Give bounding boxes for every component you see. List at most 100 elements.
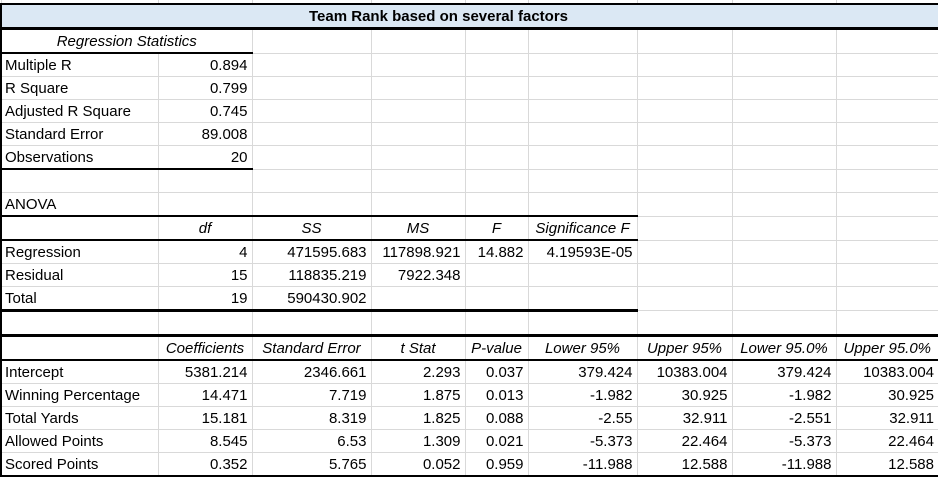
empty-cell[interactable] <box>835 122 938 146</box>
empty-cell[interactable] <box>464 286 529 312</box>
coef-cell[interactable]: 379.424 <box>527 359 638 384</box>
empty-cell[interactable] <box>370 122 466 146</box>
empty-cell[interactable] <box>636 99 733 123</box>
coef-row-label[interactable]: Winning Percentage <box>0 383 159 407</box>
empty-cell[interactable] <box>835 76 938 100</box>
empty-cell[interactable] <box>636 310 733 336</box>
empty-cell[interactable] <box>636 168 733 193</box>
coef-cell[interactable]: 5.765 <box>251 452 372 477</box>
coef-cell[interactable]: 15.181 <box>157 406 253 430</box>
empty-cell[interactable] <box>731 286 837 311</box>
empty-cell[interactable] <box>835 145 938 170</box>
anova-cell-ms[interactable]: 7922.348 <box>370 263 466 287</box>
empty-cell[interactable] <box>527 263 638 287</box>
empty-cell[interactable] <box>157 192 253 217</box>
anova-header-ms[interactable]: MS <box>370 215 466 241</box>
anova-cell-df[interactable]: 19 <box>157 286 253 312</box>
empty-cell[interactable] <box>0 168 159 193</box>
empty-cell[interactable] <box>636 239 733 264</box>
empty-cell[interactable] <box>464 263 529 287</box>
empty-cell[interactable] <box>251 28 372 54</box>
empty-cell[interactable] <box>464 192 529 217</box>
empty-cell[interactable] <box>464 52 529 77</box>
coef-cell[interactable]: 0.352 <box>157 452 253 477</box>
empty-cell[interactable] <box>0 310 159 336</box>
anova-cell-ss[interactable]: 118835.219 <box>251 263 372 287</box>
empty-cell[interactable] <box>251 52 372 77</box>
coef-header-standard-error[interactable]: Standard Error <box>251 334 372 361</box>
empty-cell[interactable] <box>636 215 733 241</box>
stat-label[interactable]: Observations <box>0 145 159 170</box>
empty-cell[interactable] <box>370 76 466 100</box>
coef-header-coefficients[interactable]: Coefficients <box>157 334 253 361</box>
empty-cell[interactable] <box>636 286 733 311</box>
anova-header-f[interactable]: F <box>464 215 529 241</box>
coef-cell[interactable]: 32.911 <box>636 406 733 430</box>
empty-cell[interactable] <box>0 334 159 361</box>
coef-cell[interactable]: 12.588 <box>835 452 938 477</box>
empty-cell[interactable] <box>636 76 733 100</box>
empty-cell[interactable] <box>251 310 372 336</box>
empty-cell[interactable] <box>731 168 837 193</box>
empty-cell[interactable] <box>731 99 837 123</box>
coef-cell[interactable]: 0.088 <box>464 406 529 430</box>
coef-row-label[interactable]: Scored Points <box>0 452 159 477</box>
anova-header-ss[interactable]: SS <box>251 215 372 241</box>
coef-header-lower-95-0[interactable]: Lower 95.0% <box>731 334 837 361</box>
coef-cell[interactable]: 30.925 <box>835 383 938 407</box>
coef-cell[interactable]: 10383.004 <box>835 359 938 384</box>
coef-cell[interactable]: -2.551 <box>731 406 837 430</box>
anova-row-label[interactable]: Residual <box>0 263 159 287</box>
empty-cell[interactable] <box>527 192 638 217</box>
anova-header-df[interactable]: df <box>157 215 253 241</box>
empty-cell[interactable] <box>835 192 938 217</box>
empty-cell[interactable] <box>835 215 938 241</box>
empty-cell[interactable] <box>370 145 466 170</box>
anova-row-label[interactable]: Regression <box>0 239 159 264</box>
empty-cell[interactable] <box>527 122 638 146</box>
empty-cell[interactable] <box>527 145 638 170</box>
stat-label[interactable]: Adjusted R Square <box>0 99 159 123</box>
empty-cell[interactable] <box>835 52 938 77</box>
empty-cell[interactable] <box>370 28 466 54</box>
coef-cell[interactable]: -11.988 <box>527 452 638 477</box>
empty-cell[interactable] <box>527 28 638 54</box>
page-title[interactable]: Team Rank based on several factors <box>0 3 938 30</box>
coef-cell[interactable]: 8.319 <box>251 406 372 430</box>
coef-row-label[interactable]: Total Yards <box>0 406 159 430</box>
coef-cell[interactable]: 1.875 <box>370 383 466 407</box>
empty-cell[interactable] <box>370 286 466 312</box>
empty-cell[interactable] <box>835 28 938 54</box>
stat-value[interactable]: 20 <box>157 145 253 170</box>
empty-cell[interactable] <box>731 28 837 54</box>
coef-cell[interactable]: -5.373 <box>731 429 837 453</box>
stat-label[interactable]: Multiple R <box>0 52 159 77</box>
empty-cell[interactable] <box>636 52 733 77</box>
empty-cell[interactable] <box>731 215 837 241</box>
empty-cell[interactable] <box>527 286 638 312</box>
empty-cell[interactable] <box>251 76 372 100</box>
empty-cell[interactable] <box>370 52 466 77</box>
coef-cell[interactable]: 0.052 <box>370 452 466 477</box>
coef-cell[interactable]: -2.55 <box>527 406 638 430</box>
coef-header-lower-95[interactable]: Lower 95% <box>527 334 638 361</box>
empty-cell[interactable] <box>251 145 372 170</box>
empty-cell[interactable] <box>251 192 372 217</box>
empty-cell[interactable] <box>527 99 638 123</box>
empty-cell[interactable] <box>636 28 733 54</box>
anova-cell-ss[interactable]: 471595.683 <box>251 239 372 264</box>
coef-row-label[interactable]: Intercept <box>0 359 159 384</box>
empty-cell[interactable] <box>527 52 638 77</box>
coef-row-label[interactable]: Allowed Points <box>0 429 159 453</box>
empty-cell[interactable] <box>464 99 529 123</box>
empty-cell[interactable] <box>157 310 253 336</box>
empty-cell[interactable] <box>835 239 938 264</box>
empty-cell[interactable] <box>835 286 938 311</box>
empty-cell[interactable] <box>731 52 837 77</box>
coef-cell[interactable]: -5.373 <box>527 429 638 453</box>
anova-label[interactable]: ANOVA <box>0 192 159 217</box>
empty-cell[interactable] <box>636 192 733 217</box>
coef-cell[interactable]: 8.545 <box>157 429 253 453</box>
coef-cell[interactable]: 0.021 <box>464 429 529 453</box>
empty-cell[interactable] <box>464 76 529 100</box>
